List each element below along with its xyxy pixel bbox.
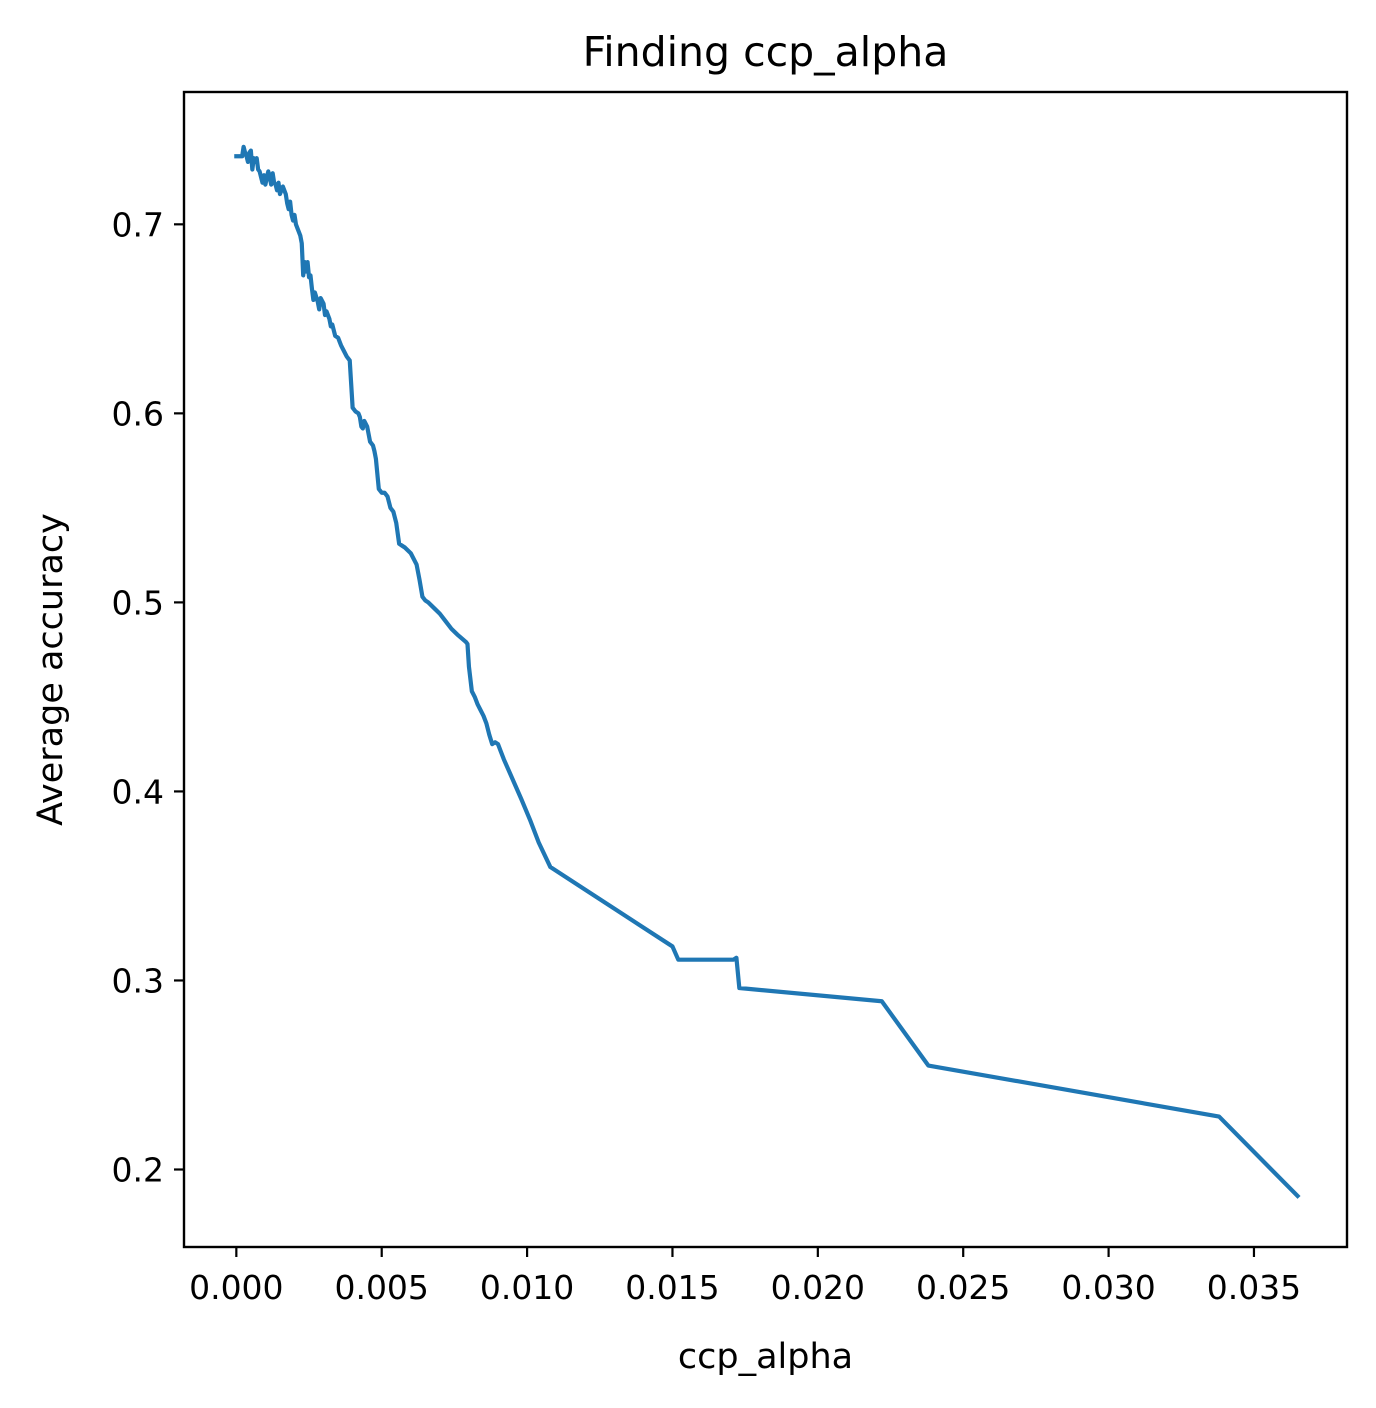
x-tick-label: 0.000	[189, 1268, 283, 1307]
x-tick-label: 0.005	[334, 1268, 428, 1307]
x-tick-label: 0.030	[1061, 1268, 1155, 1307]
plot-area: 0.000 0.005 0.010 0.015 0.020 0.025 0.030 0.035…	[112, 90, 1349, 1307]
chart-title: Finding ccp_alpha	[583, 28, 949, 76]
series-line-0	[234, 144, 1301, 1199]
x-tick-label: 0.015	[625, 1268, 719, 1307]
x-axis-title: ccp_alpha	[678, 1337, 853, 1377]
x-tick-label: 0.025	[916, 1268, 1010, 1307]
y-tick-label: 0.2	[112, 1150, 164, 1189]
x-tick-label: 0.035	[1207, 1268, 1301, 1307]
y-tick-label: 0.6	[112, 394, 164, 433]
x-tick-label: 0.020	[771, 1268, 865, 1307]
y-tick-label: 0.5	[112, 583, 164, 622]
x-tick-label: 0.010	[480, 1268, 574, 1307]
y-tick-label: 0.4	[112, 772, 164, 811]
y-ticks: 0.2 0.3 0.4 0.5 0.6 0.7	[112, 205, 184, 1189]
y-tick-label: 0.3	[112, 961, 164, 1000]
x-ticks: 0.000 0.005 0.010 0.015 0.020 0.025 0.030 0.035	[189, 1247, 1301, 1307]
series-group	[234, 144, 1301, 1199]
axes-frame	[182, 90, 1349, 1249]
y-axis-title: Average accuracy	[31, 513, 71, 826]
y-tick-label: 0.7	[112, 205, 164, 244]
